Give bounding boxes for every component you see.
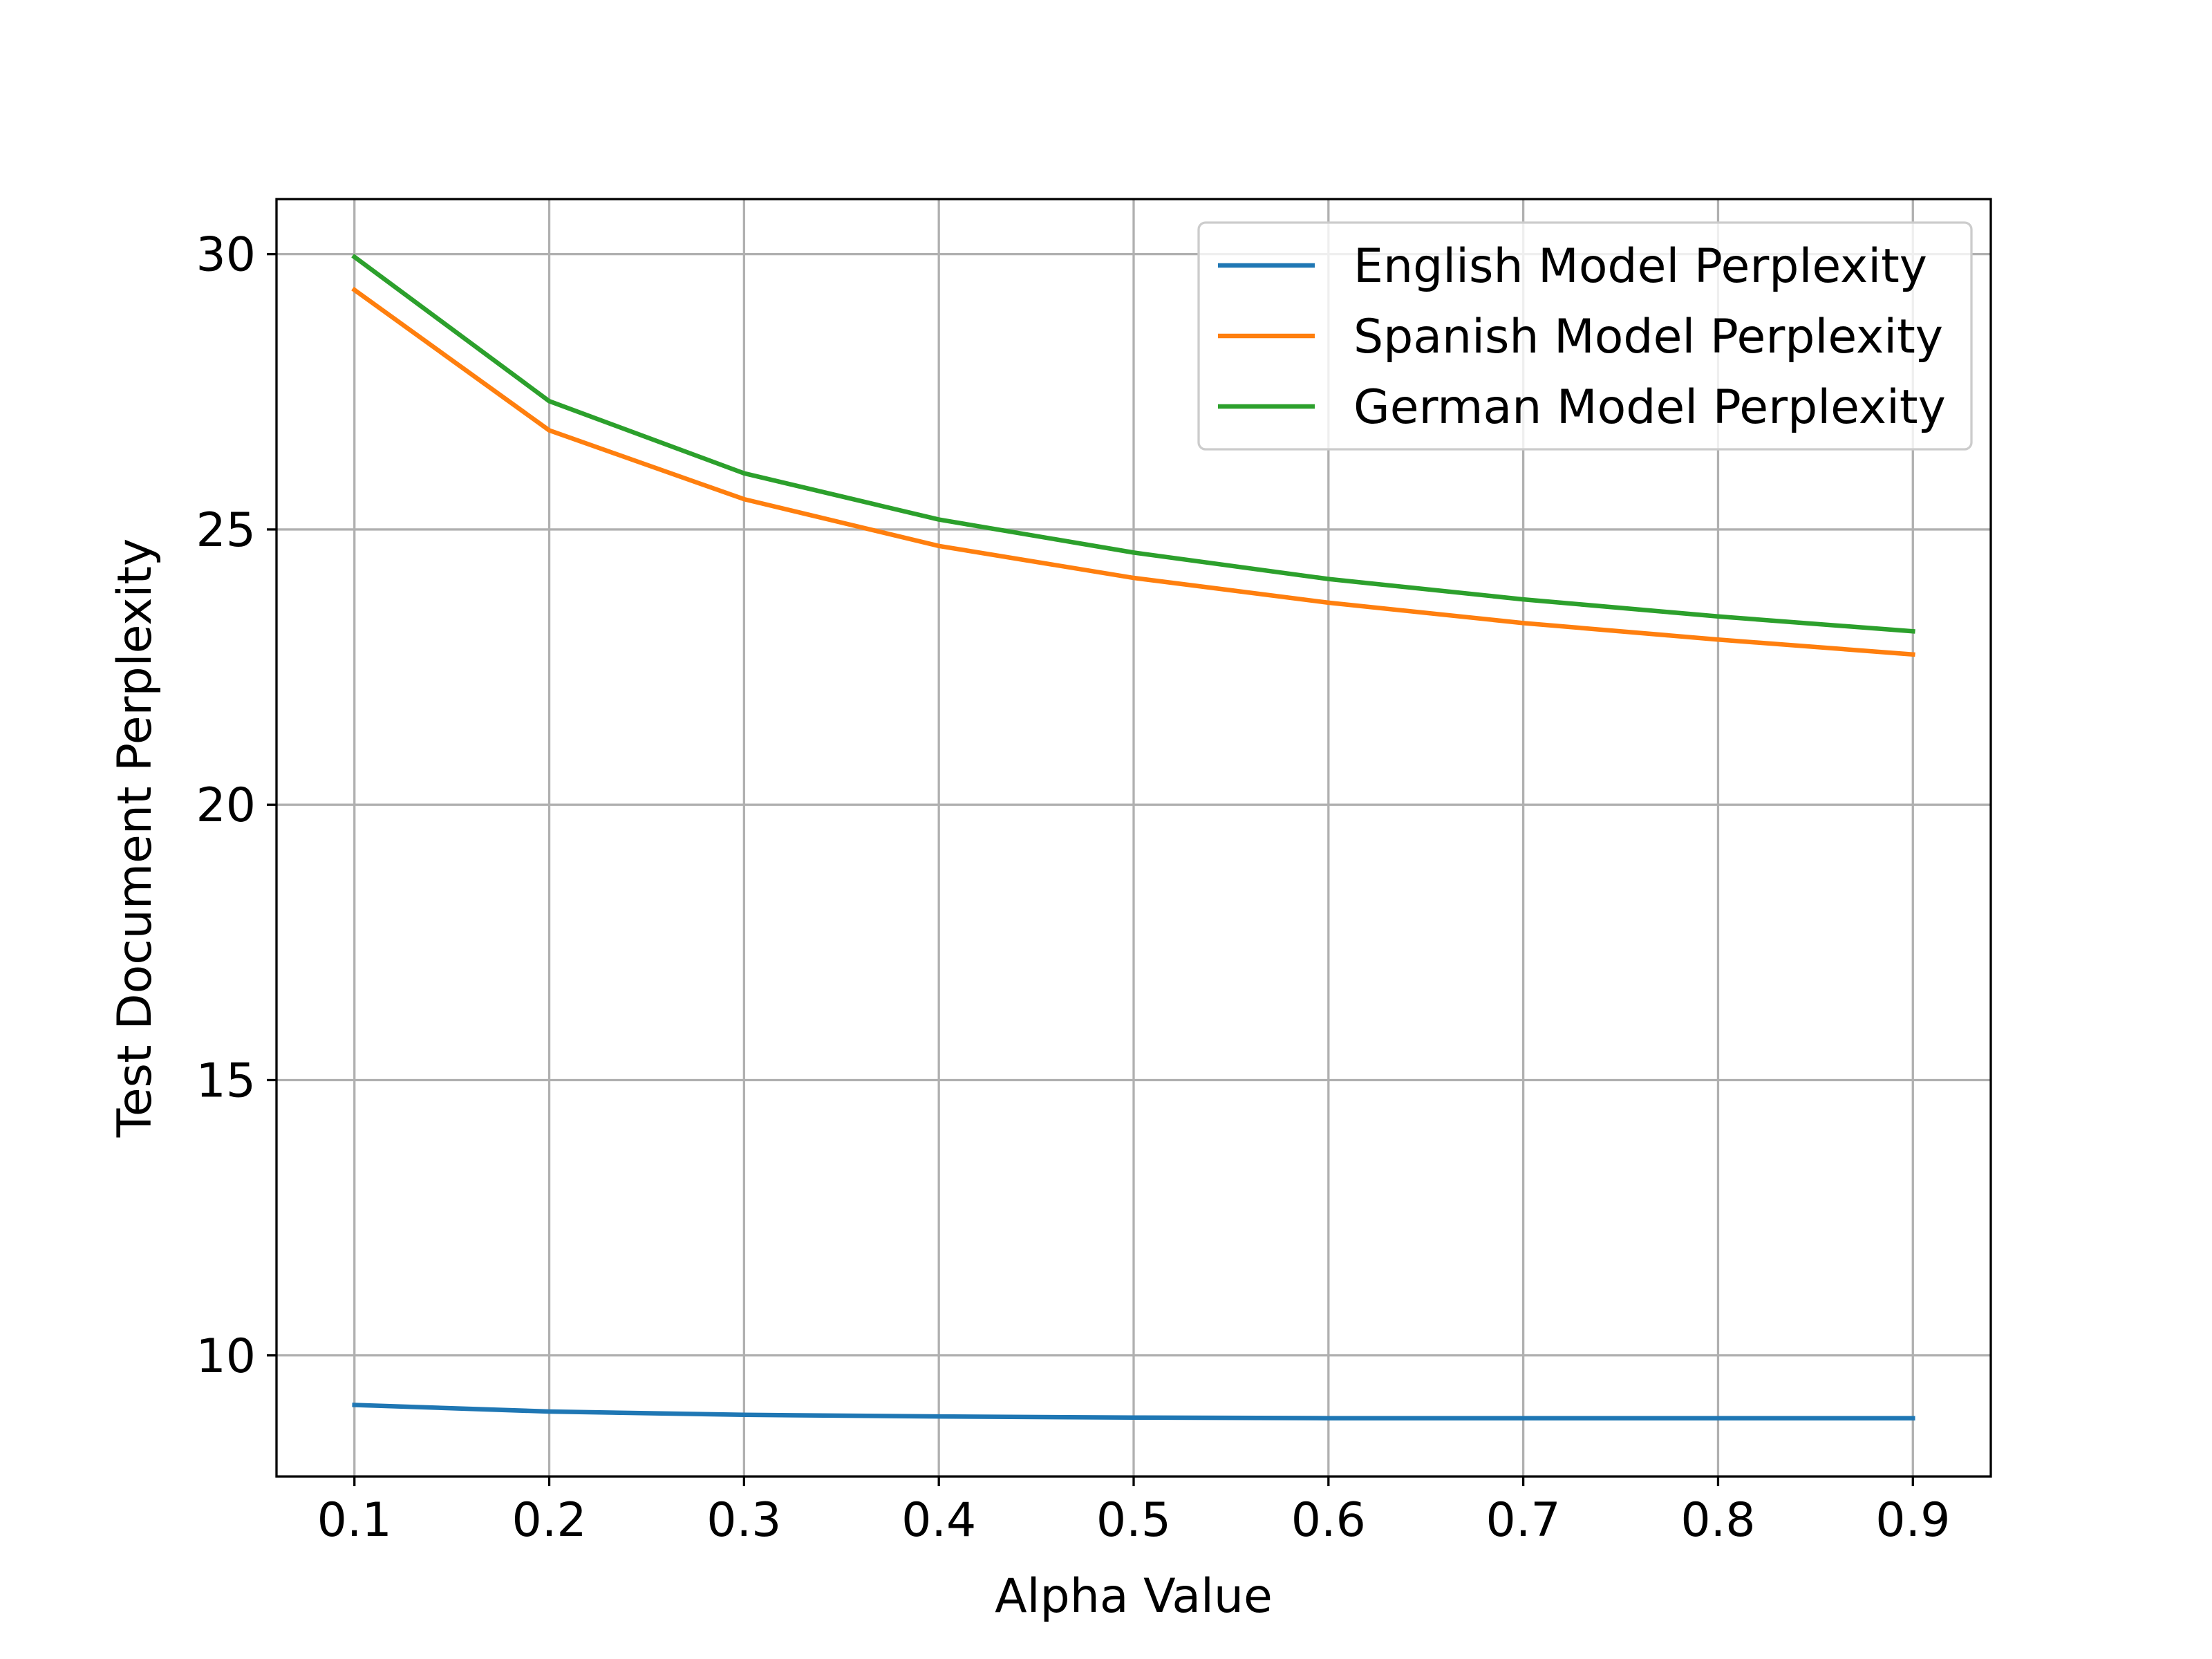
legend-label: German Model Perplexity	[1353, 380, 1946, 435]
x-tick-label: 0.8	[1680, 1493, 1755, 1548]
legend-box	[1197, 221, 1973, 451]
x-tick-label: 0.1	[317, 1493, 392, 1548]
x-tick-label: 0.4	[901, 1493, 976, 1548]
legend-label: English Model Perplexity	[1353, 239, 1927, 294]
y-tick-label: 15	[196, 1053, 256, 1108]
series-line-german-model-perplexity	[351, 254, 1915, 634]
legend: English Model Perplexity Spanish Model Pe…	[1197, 221, 1973, 451]
x-tick-label: 0.5	[1096, 1493, 1171, 1548]
x-tick-label: 0.3	[706, 1493, 781, 1548]
x-tick-label: 0.9	[1875, 1493, 1950, 1548]
x-axis-label: Alpha Value	[995, 1569, 1273, 1624]
y-tick-label: 25	[196, 503, 256, 558]
y-axis-label: Test Document Perplexity	[108, 538, 162, 1138]
series-line-spanish-model-perplexity	[351, 286, 1915, 657]
series-lines	[351, 254, 1915, 1421]
x-tick-label: 0.7	[1486, 1493, 1561, 1548]
x-tick-label: 0.2	[512, 1493, 586, 1548]
legend-label: Spanish Model Perplexity	[1353, 310, 1943, 364]
x-tick-label: 0.6	[1291, 1493, 1366, 1548]
y-tick-label: 20	[196, 778, 256, 833]
y-tick-label: 30	[196, 228, 256, 283]
y-tick-label: 10	[196, 1329, 256, 1384]
series-line-english-model-perplexity	[352, 1403, 1915, 1421]
ticks: 0.1 0.2 0.3 0.4 0.5 0.6 0.7 0.8 0.9 10 15 20 25 30	[196, 228, 1950, 1548]
